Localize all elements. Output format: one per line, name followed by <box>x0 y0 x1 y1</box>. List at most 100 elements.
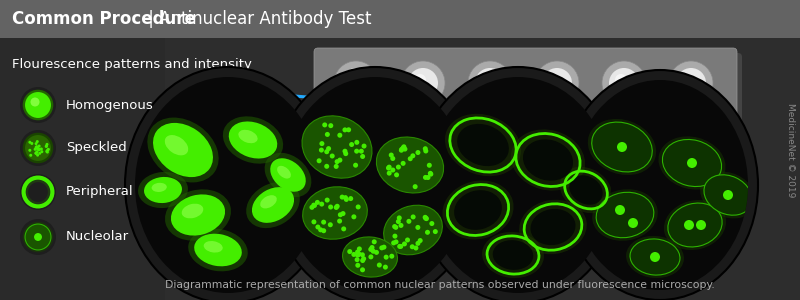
Circle shape <box>342 128 347 132</box>
Circle shape <box>355 263 360 268</box>
Circle shape <box>356 204 361 209</box>
Circle shape <box>312 203 317 208</box>
Circle shape <box>34 142 38 145</box>
Ellipse shape <box>252 187 294 223</box>
Circle shape <box>542 68 572 98</box>
Circle shape <box>343 151 348 156</box>
Ellipse shape <box>153 123 213 177</box>
Polygon shape <box>0 38 165 300</box>
Circle shape <box>428 171 433 176</box>
Circle shape <box>30 154 32 157</box>
Circle shape <box>330 154 334 158</box>
Circle shape <box>382 244 386 250</box>
Circle shape <box>410 214 416 219</box>
Circle shape <box>319 148 324 153</box>
Circle shape <box>394 239 398 244</box>
Circle shape <box>406 219 411 224</box>
FancyBboxPatch shape <box>314 48 737 118</box>
Ellipse shape <box>282 77 468 293</box>
Ellipse shape <box>511 129 585 190</box>
Circle shape <box>46 148 49 152</box>
Circle shape <box>424 216 429 221</box>
Ellipse shape <box>668 203 722 247</box>
Circle shape <box>321 220 326 225</box>
Circle shape <box>401 146 406 150</box>
Circle shape <box>391 240 396 245</box>
Circle shape <box>423 175 428 180</box>
Circle shape <box>340 195 345 200</box>
Ellipse shape <box>454 190 502 230</box>
Circle shape <box>468 61 512 105</box>
Circle shape <box>390 254 394 259</box>
Circle shape <box>684 220 694 230</box>
Ellipse shape <box>493 240 534 270</box>
Circle shape <box>25 92 51 118</box>
Ellipse shape <box>238 130 258 143</box>
Ellipse shape <box>152 183 166 192</box>
Ellipse shape <box>277 166 291 178</box>
Ellipse shape <box>138 172 188 208</box>
Circle shape <box>402 144 406 149</box>
Circle shape <box>355 252 361 257</box>
Circle shape <box>397 244 402 249</box>
Ellipse shape <box>562 70 758 300</box>
Ellipse shape <box>270 158 306 192</box>
Circle shape <box>334 164 338 169</box>
Circle shape <box>311 219 317 224</box>
Circle shape <box>334 204 340 209</box>
Ellipse shape <box>588 119 656 175</box>
Circle shape <box>20 174 56 210</box>
Circle shape <box>38 145 41 148</box>
Circle shape <box>334 205 338 210</box>
Circle shape <box>396 165 401 170</box>
Ellipse shape <box>700 172 756 218</box>
Circle shape <box>321 228 326 233</box>
Circle shape <box>34 152 38 155</box>
Circle shape <box>30 142 34 145</box>
Circle shape <box>370 249 376 254</box>
Circle shape <box>415 241 421 246</box>
Circle shape <box>22 177 54 207</box>
Circle shape <box>669 61 713 105</box>
Circle shape <box>425 230 430 235</box>
Circle shape <box>396 219 401 224</box>
Circle shape <box>46 143 49 146</box>
Circle shape <box>35 145 38 148</box>
Circle shape <box>38 148 41 151</box>
Circle shape <box>390 167 395 172</box>
Circle shape <box>34 148 37 151</box>
Circle shape <box>362 144 366 148</box>
Circle shape <box>615 74 627 86</box>
Circle shape <box>38 148 42 151</box>
Ellipse shape <box>165 135 188 155</box>
Ellipse shape <box>523 139 573 181</box>
Circle shape <box>433 229 438 234</box>
Circle shape <box>325 132 330 137</box>
Circle shape <box>617 142 627 152</box>
Circle shape <box>20 219 56 255</box>
Circle shape <box>334 159 340 164</box>
Circle shape <box>328 222 333 227</box>
Circle shape <box>25 135 51 161</box>
Ellipse shape <box>664 200 726 250</box>
Circle shape <box>349 142 354 147</box>
Circle shape <box>315 224 320 230</box>
Circle shape <box>423 148 428 154</box>
Ellipse shape <box>265 153 311 197</box>
Circle shape <box>47 148 50 151</box>
Circle shape <box>368 254 374 260</box>
Circle shape <box>46 151 49 154</box>
Circle shape <box>384 255 389 260</box>
Circle shape <box>22 133 54 163</box>
Circle shape <box>354 149 359 154</box>
Circle shape <box>386 165 392 170</box>
Circle shape <box>341 211 346 216</box>
Circle shape <box>338 158 342 163</box>
Circle shape <box>401 61 445 105</box>
Circle shape <box>359 149 364 154</box>
Circle shape <box>393 234 398 239</box>
Circle shape <box>602 61 646 105</box>
Circle shape <box>40 150 43 153</box>
Circle shape <box>414 74 426 86</box>
Text: Flourescence patterns and intensity: Flourescence patterns and intensity <box>12 58 252 71</box>
